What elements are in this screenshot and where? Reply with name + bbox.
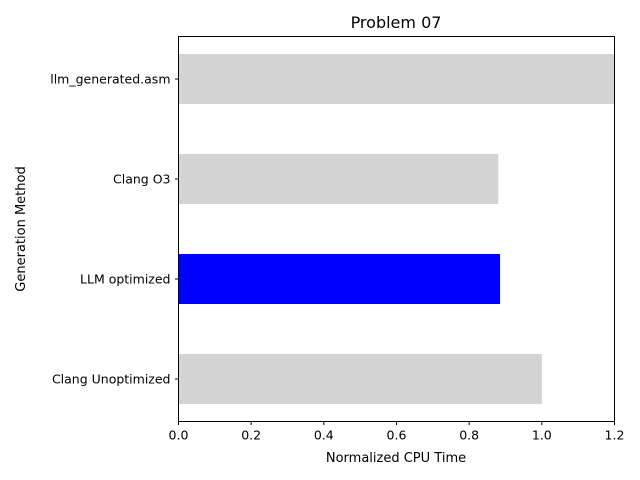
bars-group — [178, 54, 615, 404]
bar-1 — [178, 154, 499, 204]
y-tick-label-1: Clang O3 — [113, 172, 170, 187]
bar-2 — [178, 254, 501, 304]
y-tick-label-0: llm_generated.asm — [50, 72, 170, 87]
x-tick-label-1: 0.2 — [241, 428, 261, 443]
x-tick-label-5: 1.0 — [532, 428, 552, 443]
y-axis-ticks: llm_generated.asm Clang O3 LLM optimized Cl… — [50, 72, 179, 387]
x-axis-ticks: 0.0 0.2 0.4 0.6 0.8 1.0 1.2 — [169, 421, 625, 443]
x-tick-label-6: 1.2 — [605, 428, 625, 443]
x-tick-label-0: 0.0 — [169, 428, 189, 443]
y-tick-label-2: LLM optimized — [80, 272, 170, 287]
y-tick-label-3: Clang Unoptimized — [52, 372, 171, 387]
x-tick-label-2: 0.4 — [314, 428, 334, 443]
bar-0 — [178, 54, 615, 104]
x-tick-label-4: 0.8 — [459, 428, 479, 443]
x-tick-label-3: 0.6 — [387, 428, 407, 443]
y-axis-label: Generation Method — [14, 166, 29, 291]
bar-3 — [178, 354, 542, 404]
chart-title: Problem 07 — [351, 13, 442, 32]
x-axis-label: Normalized CPU Time — [326, 451, 466, 466]
